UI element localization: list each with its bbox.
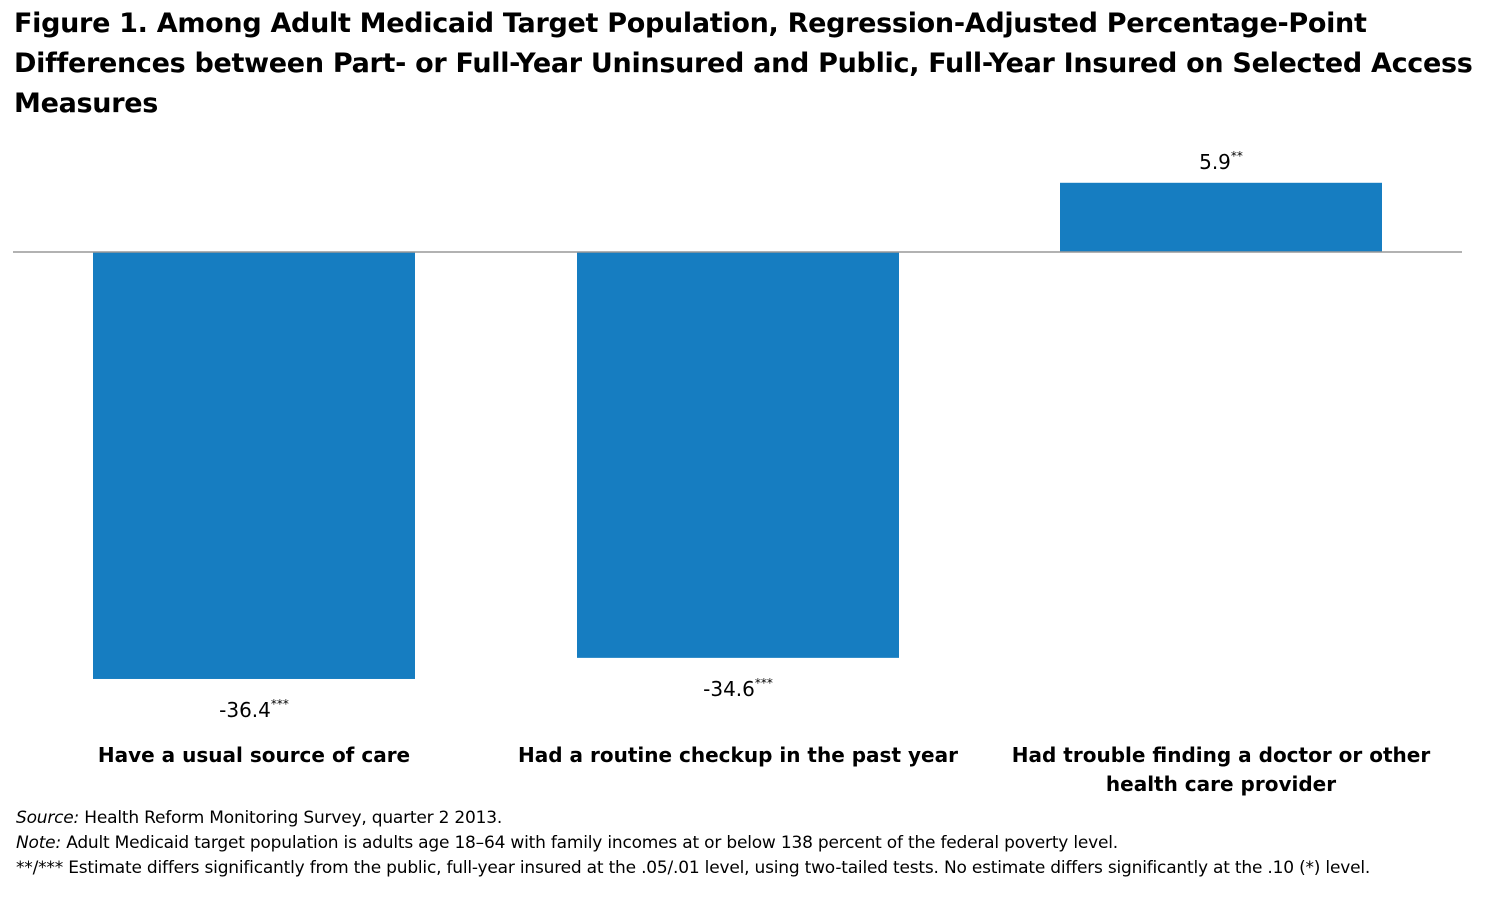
data-label-1: -36.4*** <box>219 697 289 722</box>
significance-stars: *** <box>271 697 289 711</box>
significance-marker: **/*** <box>16 858 64 878</box>
source-text: Health Reform Monitoring Survey, quarter… <box>79 808 503 828</box>
category-label-2: Had a routine checkup in the past year <box>518 743 958 767</box>
chart-notes: Source: Health Reform Monitoring Survey,… <box>16 806 1476 881</box>
significance-note: **/*** Estimate differs significantly fr… <box>16 856 1476 881</box>
bar-2 <box>577 252 899 658</box>
note-text: Adult Medicaid target population is adul… <box>60 833 1118 853</box>
population-note: Note: Adult Medicaid target population i… <box>16 831 1476 856</box>
category-label-1: Have a usual source of care <box>98 743 410 767</box>
category-label-3: Had trouble finding a doctor or other hea… <box>1012 743 1431 796</box>
source-note: Source: Health Reform Monitoring Survey,… <box>16 806 1476 831</box>
data-label-3: 5.9** <box>1199 149 1243 174</box>
significance-stars: *** <box>755 676 773 690</box>
data-label-value: -34.6 <box>703 677 755 701</box>
source-label: Source: <box>16 808 80 828</box>
data-label-value: 5.9 <box>1199 150 1231 174</box>
bar-1 <box>93 252 415 679</box>
significance-stars: ** <box>1231 149 1243 163</box>
data-label-2: -34.6*** <box>703 676 773 701</box>
data-label-value: -36.4 <box>219 698 271 722</box>
significance-text: Estimate differs significantly from the … <box>63 858 1371 878</box>
bar-3 <box>1060 182 1382 252</box>
note-label: Note: <box>16 833 61 853</box>
chart-title: Figure 1. Among Adult Medicaid Target Po… <box>14 8 1473 119</box>
